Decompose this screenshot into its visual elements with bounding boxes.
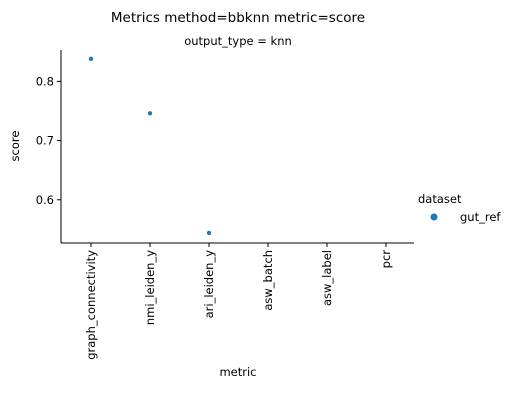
- legend-marker-gut-ref: [430, 213, 438, 221]
- legend: dataset gut_ref: [418, 192, 501, 224]
- legend-label-gut-ref: gut_ref: [460, 210, 501, 224]
- x-tick-label: graph_connectivity: [84, 250, 98, 360]
- chart-title: Metrics method=bbknn metric=score: [111, 10, 365, 26]
- legend-title: dataset: [418, 192, 462, 206]
- x-tick-label: asw_label: [320, 250, 334, 306]
- data-point: [206, 230, 212, 236]
- x-tick-label: asw_batch: [261, 250, 275, 311]
- axes: [60, 50, 414, 244]
- x-tick-label: nmi_leiden_y: [143, 250, 157, 325]
- data-point: [88, 56, 94, 62]
- x-tick-label: pcr: [379, 250, 393, 269]
- x-axis-label: metric: [219, 365, 256, 379]
- y-tick-label: 0.6: [36, 193, 54, 207]
- y-tick-label: 0.7: [36, 134, 54, 148]
- chart-subtitle: output_type = knn: [184, 34, 292, 48]
- y-tick-label: 0.8: [36, 74, 54, 88]
- y-ticks: 0.6 0.7 0.8: [36, 74, 61, 207]
- x-ticks: graph_connectivity nmi_leiden_y ari_leiden…: [84, 243, 393, 360]
- x-tick-label: ari_leiden_y: [202, 250, 216, 319]
- y-axis-label: score: [8, 131, 22, 162]
- data-points: [88, 56, 212, 236]
- data-point: [147, 111, 153, 116]
